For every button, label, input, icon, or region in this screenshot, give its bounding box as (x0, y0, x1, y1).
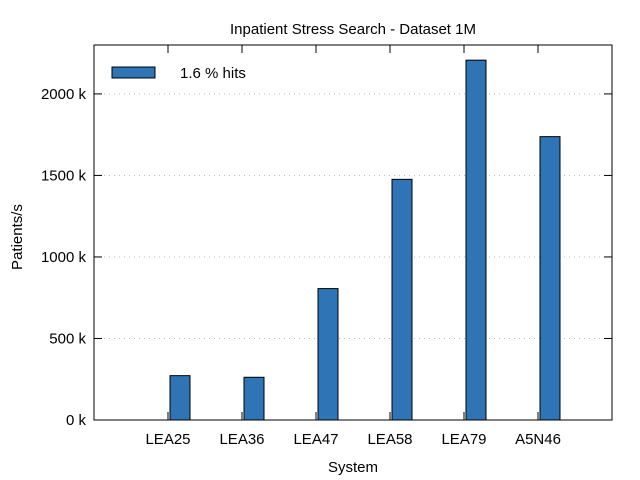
bar-lea36 (243, 376, 265, 421)
y-tick-label: 500 k (49, 330, 86, 347)
bar-lea47 (317, 288, 339, 421)
bars-layer (169, 59, 561, 421)
legend: 1.6 % hits (111, 65, 246, 82)
plot-frame (93, 44, 613, 421)
chart-title: Inpatient Stress Search - Dataset 1M (230, 21, 476, 38)
y-axis-label: Patients/s (9, 204, 26, 270)
x-tick-label-lea25: LEA25 (145, 431, 190, 448)
x-axis-label: System (328, 459, 378, 476)
bar-a5n46 (539, 136, 561, 421)
grid-layer (94, 93, 612, 339)
axis-layer: 0 k 500 k 1000 k 1500 k 2000 k LEA25 LEA36 LEA4… (41, 45, 612, 448)
legend-swatch (111, 66, 156, 79)
x-tick-label-lea47: LEA47 (293, 431, 338, 448)
y-tick-label: 2000 k (41, 86, 87, 103)
bar-lea79 (465, 59, 487, 421)
x-tick-label-a5n46: A5N46 (515, 431, 561, 448)
y-tick-label: 0 k (66, 412, 87, 429)
y-tick-label: 1500 k (41, 167, 87, 184)
y-tick-label: 1000 k (41, 249, 87, 266)
x-tick-label-lea58: LEA58 (367, 431, 412, 448)
x-tick-label-lea79: LEA79 (441, 431, 486, 448)
bar-lea25 (169, 375, 191, 421)
x-tick-label-lea36: LEA36 (219, 431, 264, 448)
legend-label: 1.6 % hits (180, 65, 246, 82)
bar-lea58 (391, 178, 413, 421)
